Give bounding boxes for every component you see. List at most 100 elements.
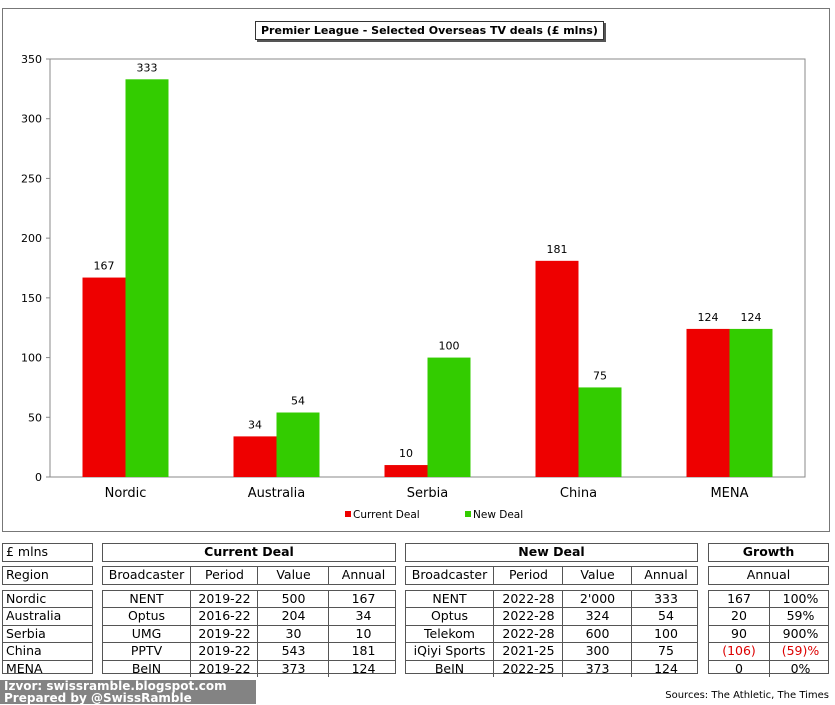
current-cell: 204	[257, 608, 329, 625]
data-label: 100	[439, 340, 460, 353]
bar-current-deal	[686, 328, 730, 477]
current-cell: NENT	[129, 591, 164, 606]
x-tick-label: Nordic	[105, 486, 147, 501]
chart-title: Premier League - Selected Overseas TV de…	[255, 21, 604, 40]
current-cell: 34	[328, 608, 398, 625]
table-row: Serbia	[3, 624, 92, 642]
current-cell: 10	[328, 625, 398, 643]
current-cell: BeIN	[131, 660, 162, 676]
region-cell: MENA	[6, 660, 43, 676]
growth-cell: 90	[731, 625, 747, 641]
bar-chart: 0 50 100 150 200 250 300 350 Nordic 167 333 Austral…	[21, 53, 806, 521]
growth-cell: (106)	[722, 643, 756, 659]
new-cell: iQiyi Sports	[413, 643, 486, 659]
growth-cell: 100%	[769, 591, 831, 608]
new-columns: Broadcaster Period Value Annual	[405, 566, 698, 585]
growth-cell: 167	[727, 591, 751, 606]
column-header-cell: Period	[190, 567, 258, 584]
legend-swatch	[345, 511, 351, 517]
bar-new-deal	[125, 79, 169, 477]
new-cell: 333	[631, 591, 700, 608]
table-row: UMG 2019-22 30 10	[103, 624, 398, 643]
current-cell: 181	[328, 643, 398, 660]
x-tick-label: Australia	[248, 486, 306, 501]
current-cell: 30	[257, 625, 329, 643]
data-label: 54	[291, 395, 305, 408]
current-cell: 2019-22	[190, 643, 258, 660]
y-tick-label: 250	[21, 172, 42, 185]
new-cell: 2022-25	[493, 660, 563, 677]
current-cell: 2019-22	[190, 660, 258, 677]
growth-header: Growth	[708, 543, 829, 562]
bar-new-deal	[578, 387, 622, 477]
current-rows: NENT 2019-22 500 167 Optus 2016-22 204 34 UMG 201…	[102, 590, 398, 677]
table-row: Australia	[3, 607, 92, 624]
growth-cell: (59)%	[769, 643, 831, 660]
table-row: (106) (59)%	[709, 642, 831, 660]
new-cell: 300	[562, 643, 632, 660]
table-row: 0 0%	[709, 659, 831, 677]
region-cell: Region	[6, 567, 49, 582]
new-cell: 2022-28	[493, 608, 563, 625]
current-cell: 543	[257, 643, 329, 660]
new-cell: 75	[631, 643, 700, 660]
bar-current-deal	[82, 277, 126, 477]
sources-note: Sources: The Athletic, The Times	[665, 690, 829, 701]
growth-cell: 900%	[769, 625, 831, 643]
current-cell: PPTV	[130, 643, 163, 659]
y-tick-label: 0	[35, 471, 42, 484]
data-label: 124	[698, 311, 719, 324]
new-rows: NENT 2022-28 2'000 333 Optus 2022-28 324 54 Tele…	[405, 590, 700, 677]
data-label: 333	[137, 61, 158, 74]
column-header-cell: Broadcaster	[411, 567, 488, 582]
watermark-source: Izvor: swissramble.blogspot.com	[4, 679, 227, 693]
x-tick-label: MENA	[710, 486, 748, 501]
table-row: Nordic	[3, 591, 92, 607]
current-cell: UMG	[131, 625, 162, 641]
table-row: BeIN 2019-22 373 124	[103, 659, 395, 677]
current-cell: 167	[328, 591, 398, 608]
region-header: Region	[2, 566, 93, 585]
region-cell: Nordic	[6, 591, 47, 606]
table-row: 20 59%	[709, 607, 828, 625]
new-cell: 124	[631, 660, 700, 677]
table-row: NENT 2022-28 2'000 333	[406, 591, 700, 608]
new-cell: 54	[631, 608, 700, 625]
column-header-cell: Value	[257, 567, 329, 584]
table-row: China	[3, 642, 92, 659]
new-cell: 100	[631, 625, 700, 643]
data-label: 34	[248, 418, 262, 431]
legend-swatch	[465, 511, 471, 517]
region-column: Nordic Australia Serbia China MENA	[2, 590, 93, 676]
new-cell: 373	[562, 660, 632, 677]
current-cell: 2019-22	[190, 625, 258, 643]
x-tick-label: Serbia	[407, 486, 448, 501]
new-cell: BeIN	[434, 660, 465, 676]
current-cell: Optus	[127, 608, 166, 624]
growth-cell: 0	[735, 660, 743, 676]
table-row: PPTV 2019-22 543 181	[103, 642, 398, 660]
new-cell: Optus	[430, 608, 469, 624]
data-label: 124	[741, 311, 762, 324]
column-header-cell: Annual	[631, 567, 700, 584]
bar-current-deal	[233, 436, 277, 477]
new-cell: 2'000	[562, 591, 632, 608]
y-tick-label: 300	[21, 113, 42, 126]
bar-new-deal	[276, 412, 320, 477]
y-tick-label: 200	[21, 232, 42, 245]
data-label: 10	[399, 447, 413, 460]
region-cell: Serbia	[6, 625, 46, 641]
y-tick-label: 100	[21, 352, 42, 365]
growth-rows: 167 100% 20 59% 90 900% (106) (59)% 0 0%	[708, 590, 831, 677]
growth-columns: Annual	[708, 566, 829, 585]
y-tick-label: 50	[28, 411, 42, 424]
table-row: 90 900%	[709, 624, 831, 643]
new-cell: 2021-25	[493, 643, 563, 660]
growth-cell: 0%	[769, 660, 831, 677]
current-cell: 2019-22	[190, 591, 258, 608]
new-deal-header: New Deal	[405, 543, 698, 562]
region-cell: China	[6, 643, 42, 659]
bar-current-deal	[535, 260, 579, 477]
region-cell: Australia	[6, 608, 62, 624]
column-header-cell: Broadcaster	[108, 567, 185, 582]
